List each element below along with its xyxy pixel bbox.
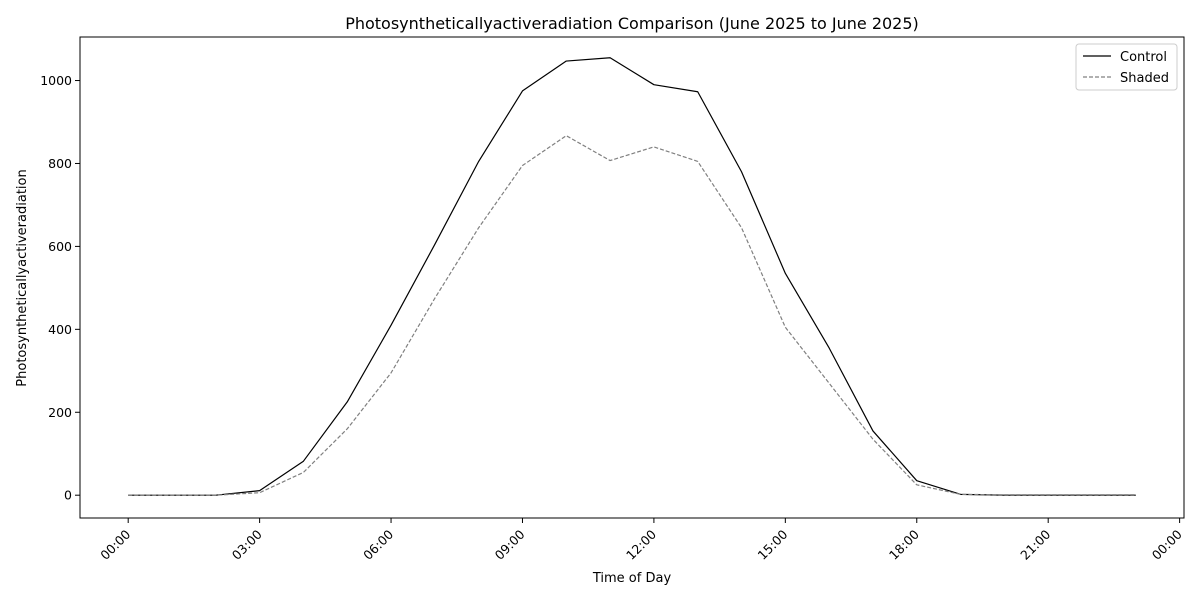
series-layer [128,57,1136,496]
y-tick-label: 200 [48,405,72,420]
y-axis-label: Photosyntheticallyactiveradiation [15,169,30,386]
legend-label-control: Control [1120,50,1167,65]
y-tick-label: 600 [48,239,72,254]
legend: Control Shaded [1075,43,1178,91]
y-tick-label: 400 [48,322,72,337]
x-axis-label: Time of Day [592,571,672,586]
plot-area-frame [79,36,1185,519]
series-line-control [128,57,1136,496]
series-line-shaded [128,135,1136,496]
y-tick-label: 1000 [40,73,72,88]
legend-label-shaded: Shaded [1120,71,1169,86]
chart-title: Photosyntheticallyactiveradiation Compar… [345,14,919,33]
y-axis: 0 200 400 600 800 1000 [40,73,80,503]
y-tick-label: 800 [48,156,72,171]
y-tick-label: 0 [64,488,72,503]
